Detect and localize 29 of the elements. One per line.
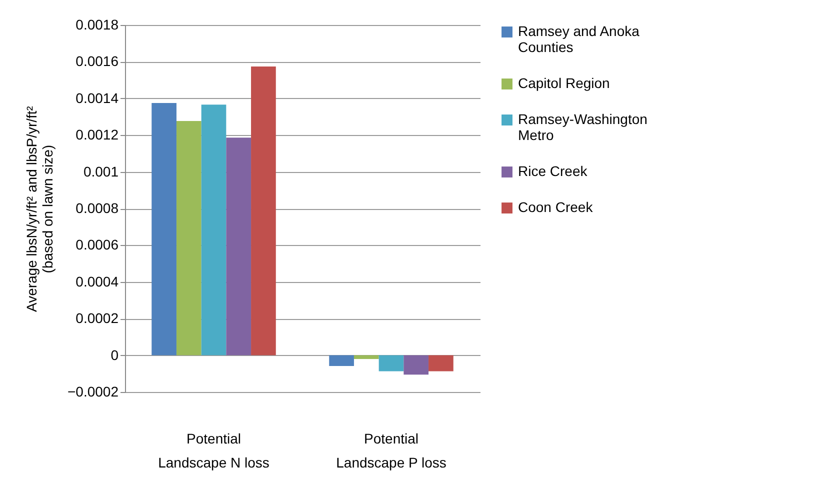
bar bbox=[201, 104, 226, 356]
y-tick-label: 0 bbox=[110, 346, 119, 363]
bar bbox=[251, 66, 276, 356]
y-tick-label: 0.0008 bbox=[76, 200, 119, 216]
x-tick-label: Potential Landscape N loss bbox=[158, 430, 270, 470]
bar bbox=[152, 102, 176, 356]
y-tick-label: −0.0002 bbox=[68, 384, 119, 400]
legend-label: Coon Creek bbox=[518, 199, 594, 215]
legend-label: Capitol Region bbox=[518, 75, 610, 91]
bar bbox=[354, 355, 379, 359]
bar bbox=[329, 355, 354, 366]
y-tick-label: 0.0016 bbox=[76, 53, 119, 70]
y-tick-label: 0.001 bbox=[83, 163, 119, 180]
y-axis-title: Average lbsN/yr/ft² and lbsP/yr/ft² (based on lawn size) bbox=[24, 106, 56, 312]
y-tick-label: 0.0018 bbox=[76, 16, 119, 32]
bar bbox=[176, 120, 202, 356]
y-tick-label: 0.0014 bbox=[76, 90, 119, 106]
y-tick-label: 0.0002 bbox=[76, 310, 119, 326]
legend-label: Ramsey and Anoka Counties bbox=[518, 23, 640, 55]
x-tick-label: Potential Landscape P loss bbox=[336, 430, 446, 470]
bar bbox=[404, 355, 429, 375]
legend-label: Ramsey-Washington Metro bbox=[518, 111, 648, 143]
bar bbox=[428, 355, 454, 372]
y-tick-label: 0.0012 bbox=[76, 126, 119, 143]
legend-label: Rice Creek bbox=[518, 163, 588, 179]
bar bbox=[226, 138, 252, 356]
bar bbox=[378, 355, 404, 372]
y-tick-label: 0.0004 bbox=[76, 273, 119, 290]
y-tick-label: 0.0006 bbox=[76, 236, 119, 253]
